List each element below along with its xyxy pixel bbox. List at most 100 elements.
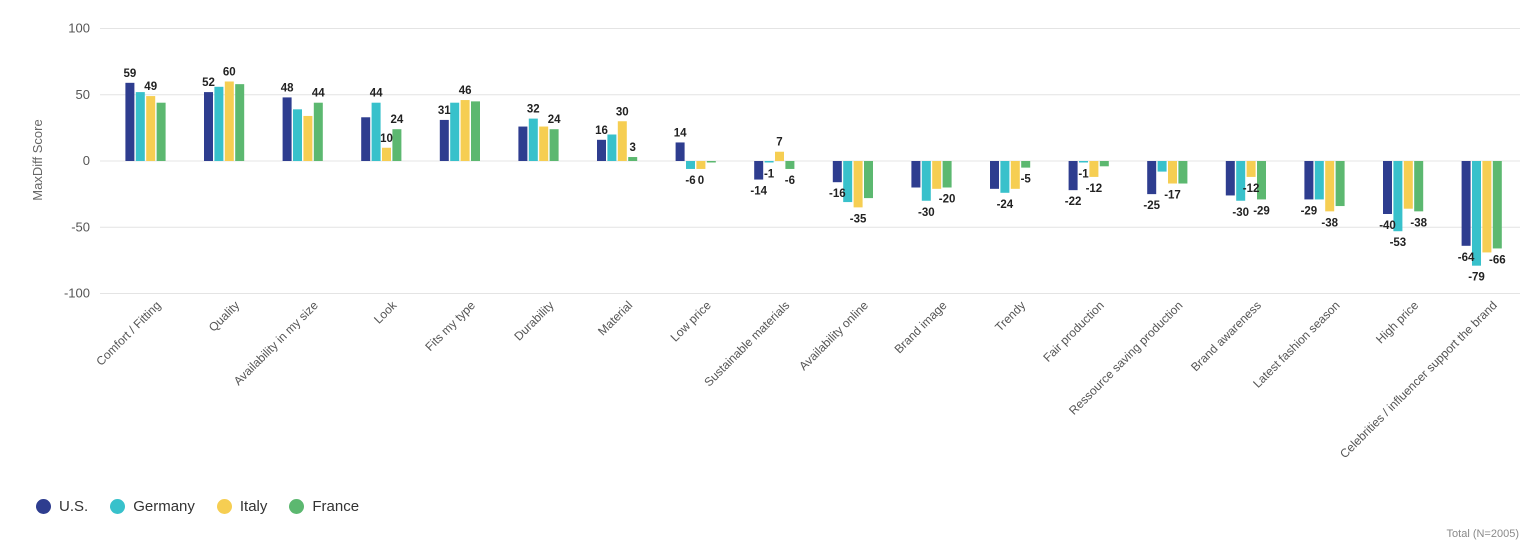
bar [361,117,371,161]
data-label: -38 [1410,217,1427,229]
data-label: 7 [776,137,782,149]
bar [439,119,449,161]
y-axis-title: MaxDiff Score [30,119,45,200]
bar [214,86,224,161]
data-label: 16 [595,125,608,137]
data-label: 52 [202,77,215,89]
bar [706,161,716,163]
x-tick-label: Latest fashion season [1250,298,1342,390]
bar [1492,161,1502,249]
data-label: -40 [1379,220,1396,232]
x-tick-label: Look [371,298,400,327]
bar [313,102,323,161]
legend-swatch [216,499,232,514]
data-label: -38 [1321,217,1338,229]
x-tick-label: Availability online [796,298,871,373]
bar [146,96,156,161]
y-tick-label: 0 [83,153,90,168]
data-label: -29 [1301,205,1318,217]
bar [528,118,538,161]
x-tick-label: Celebrities / influencer support the bra… [1337,298,1500,461]
bar [911,161,921,188]
bar [785,161,795,169]
bar [1178,161,1188,184]
data-label: 0 [698,175,704,187]
data-label: -16 [829,188,846,200]
x-tick-label: Comfort / Fitting [93,298,163,368]
bar [282,97,292,161]
x-tick-label: Fair production [1040,298,1107,365]
bar [1147,161,1157,195]
bar [686,161,695,169]
bar [675,142,685,161]
data-label: -79 [1468,272,1485,284]
x-tick-label: Fits my type [422,298,478,354]
bar [1304,161,1314,200]
bar [392,129,402,161]
legend: U.S. Germany Italy France [36,498,359,515]
data-label: -35 [850,213,867,225]
x-tick-label: Material [595,298,635,338]
bar [1414,161,1424,212]
legend-label: U.S. [59,498,89,515]
data-label: -14 [750,186,767,198]
bar [293,109,302,161]
data-label: 60 [223,67,236,79]
bar [597,139,606,161]
bar [303,115,313,161]
bar [932,161,942,189]
legend-swatch [110,499,126,514]
x-tick-label: Brand image [892,298,950,356]
bar [1383,161,1392,214]
data-label: 49 [144,81,157,93]
legend-swatch [36,499,51,514]
bar [1325,161,1335,212]
data-label: 14 [674,127,687,139]
x-tick-label: Trendy [992,298,1028,334]
data-label: 48 [281,82,294,94]
footnote: Total (N=2005) [1446,528,1519,540]
bar [1089,161,1099,177]
bar [921,161,931,201]
y-tick-label: 100 [68,21,90,36]
bar [450,102,460,161]
legend-item: Germany [110,498,195,515]
data-label: -24 [997,199,1014,211]
bar [1099,161,1109,167]
data-label: -5 [1021,174,1032,186]
data-label: 59 [124,68,137,80]
bar [617,121,627,161]
bars [125,81,1502,266]
data-label: 30 [616,106,629,118]
bar [204,92,213,161]
bar [864,161,873,199]
bar [607,134,617,161]
bar [764,161,774,163]
y-tick-label: 50 [76,87,90,102]
data-label: 3 [629,142,635,154]
bar [125,82,135,161]
bar [1157,161,1167,172]
data-label: -20 [939,194,956,206]
bar [1335,161,1345,207]
x-tick-label: Sustainable materials [701,298,792,389]
bar [628,157,638,161]
bar [1403,161,1413,209]
gridlines [100,28,1520,294]
legend-label: Italy [239,498,268,515]
y-axis-ticks: 100 50 0 -50 -100 [64,21,90,301]
data-label: -30 [918,207,935,219]
bar [1461,161,1471,246]
bar [235,84,245,161]
data-label: -30 [1232,207,1249,219]
bar [1393,161,1403,232]
data-label: -1 [1078,168,1089,180]
data-label: -64 [1458,252,1475,264]
bar [1225,161,1235,196]
data-label: 44 [312,88,325,100]
bar [754,161,764,180]
data-label: -66 [1489,254,1506,266]
